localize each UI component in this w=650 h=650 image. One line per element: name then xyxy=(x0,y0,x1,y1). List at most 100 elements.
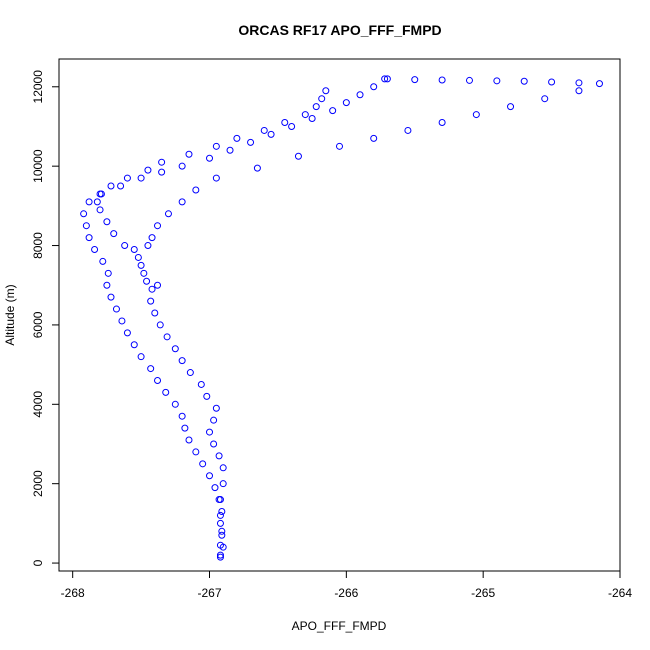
x-tick-label: -266 xyxy=(334,586,358,600)
data-point xyxy=(216,511,224,519)
x-axis: -268 -267 -266 -265 -264 xyxy=(61,571,632,600)
data-point xyxy=(185,150,193,158)
data-point xyxy=(178,412,186,420)
data-point xyxy=(192,186,200,194)
data-point xyxy=(103,218,111,226)
data-point xyxy=(219,480,227,488)
data-point xyxy=(575,79,583,87)
data-point xyxy=(342,99,350,107)
data-point xyxy=(267,130,275,138)
data-point xyxy=(216,519,224,527)
y-tick-label: 2000 xyxy=(31,470,45,497)
data-point xyxy=(288,122,296,130)
data-point xyxy=(147,297,155,305)
data-point xyxy=(156,321,164,329)
y-tick-label: 8000 xyxy=(31,232,45,259)
data-point xyxy=(144,166,152,174)
data-point xyxy=(107,293,115,301)
data-point xyxy=(85,198,93,206)
data-point xyxy=(218,507,226,515)
data-point xyxy=(215,496,223,504)
data-point xyxy=(381,75,389,83)
data-point xyxy=(216,553,224,561)
data-point xyxy=(308,115,316,123)
data-point xyxy=(404,126,412,134)
data-point xyxy=(322,87,330,95)
data-point xyxy=(123,329,131,337)
data-point xyxy=(104,269,112,277)
data-point xyxy=(171,400,179,408)
data-point xyxy=(178,198,186,206)
data-point xyxy=(185,436,193,444)
y-tick-label: 4000 xyxy=(31,391,45,418)
data-point xyxy=(140,269,148,277)
data-point xyxy=(107,182,115,190)
data-point xyxy=(91,246,99,254)
data-points xyxy=(80,75,603,561)
data-point xyxy=(171,345,179,353)
data-point xyxy=(164,210,172,218)
data-point xyxy=(143,277,151,285)
data-point xyxy=(82,222,90,230)
data-point xyxy=(130,341,138,349)
data-point xyxy=(216,551,224,559)
data-point xyxy=(144,242,152,250)
data-point xyxy=(226,146,234,154)
y-tick-label: 0 xyxy=(31,559,45,566)
data-point xyxy=(206,154,214,162)
data-point xyxy=(370,134,378,142)
data-point xyxy=(218,531,226,539)
plot-frame xyxy=(58,58,621,572)
data-point xyxy=(493,77,501,85)
data-point xyxy=(329,107,337,115)
data-point xyxy=(158,168,166,176)
data-point xyxy=(206,472,214,480)
y-axis-label: Altitude (m) xyxy=(3,284,17,345)
data-point xyxy=(411,76,419,84)
data-point xyxy=(438,119,446,127)
data-point xyxy=(117,182,125,190)
data-point xyxy=(203,392,211,400)
data-point xyxy=(162,388,170,396)
data-point xyxy=(110,230,118,238)
data-point xyxy=(541,95,549,103)
data-point xyxy=(85,234,93,242)
data-point xyxy=(96,190,104,198)
data-point xyxy=(312,103,320,111)
data-point xyxy=(212,404,220,412)
data-point xyxy=(260,126,268,134)
x-tick-label: -267 xyxy=(197,586,221,600)
data-point xyxy=(151,309,159,317)
data-point xyxy=(93,198,101,206)
data-point xyxy=(103,281,111,289)
data-point xyxy=(383,75,391,83)
data-point xyxy=(197,380,205,388)
x-tick-label: -264 xyxy=(608,586,632,600)
x-axis-label: APO_FFF_FMPD xyxy=(292,619,387,633)
data-point xyxy=(281,119,289,127)
data-point xyxy=(99,257,107,265)
x-tick-label: -265 xyxy=(471,586,495,600)
data-point xyxy=(210,440,218,448)
y-tick-label: 10000 xyxy=(31,149,45,183)
data-point xyxy=(137,353,145,361)
data-point xyxy=(121,242,129,250)
data-point xyxy=(181,424,189,432)
data-point xyxy=(154,376,162,384)
data-point xyxy=(253,164,261,172)
data-point xyxy=(219,543,227,551)
data-point xyxy=(247,138,255,146)
data-point xyxy=(301,111,309,119)
data-point xyxy=(212,174,220,182)
data-point xyxy=(520,77,528,85)
data-point xyxy=(130,246,138,254)
data-point xyxy=(507,103,515,111)
chart-title: ORCAS RF17 APO_FFF_FMPD xyxy=(238,22,441,38)
y-tick-label: 6000 xyxy=(31,311,45,338)
data-point xyxy=(233,134,241,142)
data-point xyxy=(438,76,446,84)
data-point xyxy=(163,333,171,341)
data-point xyxy=(137,174,145,182)
data-point xyxy=(148,234,156,242)
